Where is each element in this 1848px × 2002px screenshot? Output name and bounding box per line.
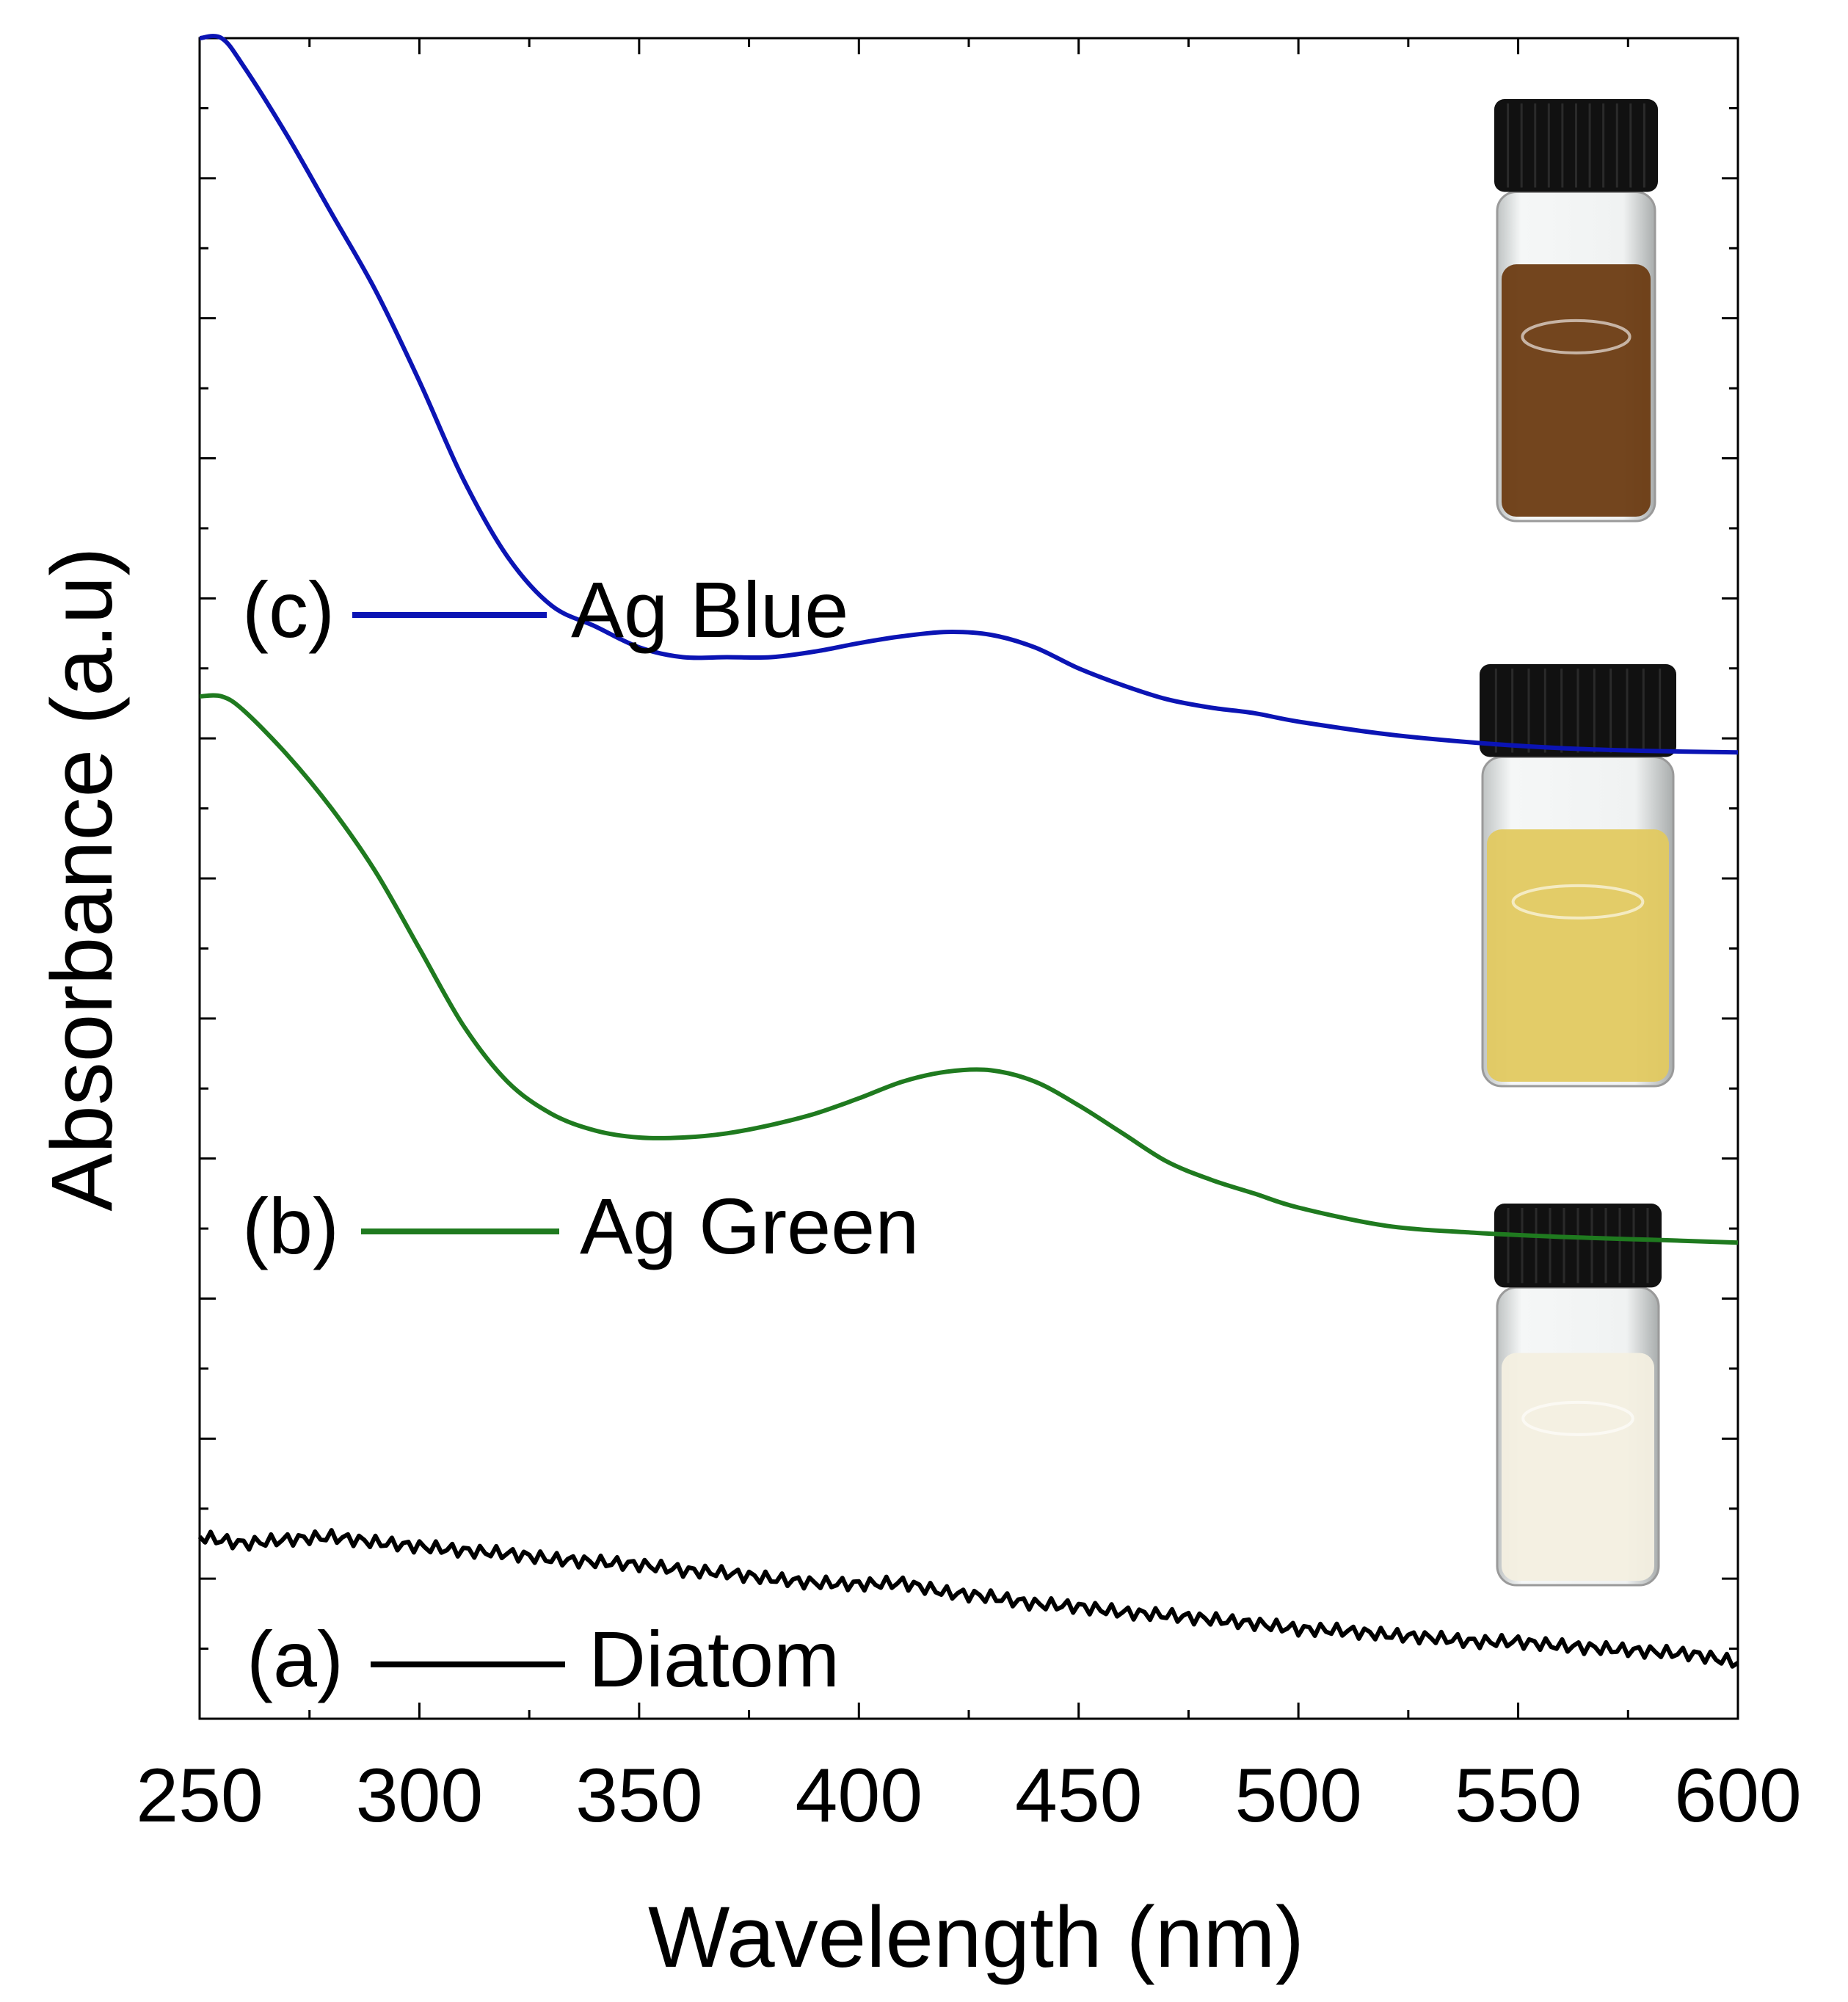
legend-label: Ag Green: [580, 1182, 919, 1270]
vial-b-inset: [1480, 664, 1676, 1088]
legend-prefix: (a): [247, 1615, 343, 1703]
legend-prefix: (b): [242, 1182, 339, 1270]
vial-logo: [1511, 884, 1645, 920]
vial-liquid: [1487, 829, 1669, 1082]
legend-b: (b) Ag Green: [242, 1182, 919, 1270]
y-axis-ticks: [200, 37, 1738, 1720]
x-tick-label: 600: [1674, 1753, 1802, 1838]
x-tick-label: 400: [796, 1753, 923, 1838]
legend-label: Ag Blue: [571, 565, 848, 654]
series-lines: [197, 34, 1739, 1669]
vial-liquid: [1502, 1353, 1654, 1581]
series-line-c: [199, 34, 1739, 755]
x-axis-tick-labels: 250 300 350 400 450 500 550 600: [136, 1753, 1802, 1838]
series-line-b: [199, 693, 1739, 1245]
legend-c: (c) Ag Blue: [242, 565, 848, 654]
legend-label: Diatom: [589, 1615, 840, 1703]
x-tick-label: 550: [1455, 1753, 1582, 1838]
x-tick-label: 500: [1234, 1753, 1362, 1838]
y-axis-title: Absorbance (a.u): [34, 547, 131, 1211]
legend-prefix: (c): [242, 565, 335, 654]
vial-insets: [1480, 99, 1676, 1587]
vial-liquid: [1502, 264, 1651, 517]
legend-a: (a) Diatom: [247, 1615, 840, 1703]
series-line-a: [197, 1528, 1739, 1669]
x-tick-label: 450: [1015, 1753, 1143, 1838]
x-tick-label: 350: [575, 1753, 703, 1838]
x-tick-label: 300: [356, 1753, 484, 1838]
x-axis-ticks: [198, 38, 1739, 1719]
x-tick-label: 250: [136, 1753, 263, 1838]
vial-a-inset: [1494, 1204, 1662, 1587]
x-axis-title: Wavelength (nm): [648, 1889, 1304, 1986]
vial-logo: [1521, 1400, 1634, 1436]
vial-c-inset: [1494, 99, 1658, 523]
legends: (c) Ag Blue (b) Ag Green (a) Diatom: [242, 565, 919, 1703]
vial-logo: [1521, 318, 1631, 354]
